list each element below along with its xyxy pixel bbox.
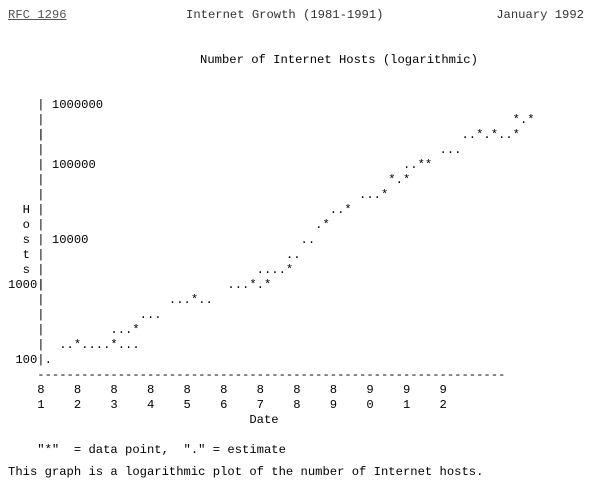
page-header: RFC 1296 Internet Growth (1981-1991) Jan…	[8, 8, 584, 23]
graph-line: | 100000 ..**	[8, 158, 433, 172]
graph-line: | *.*	[8, 173, 411, 187]
graph-line: s | 10000 ..	[8, 233, 316, 247]
graph-line: s | ....*	[8, 263, 294, 277]
graph-caption: This graph is a logarithmic plot of the …	[8, 465, 484, 479]
graph-line: | *.*	[8, 113, 535, 127]
x-tick-labels-top: 8 8 8 8 8 8 8 8 8 9 9 9	[8, 383, 447, 397]
graph-title: Number of Internet Hosts (logarithmic)	[200, 53, 478, 67]
x-axis-line: ----------------------------------------…	[8, 368, 506, 382]
graph-line: | ...	[8, 143, 462, 157]
graph-line: 1000|	[8, 278, 45, 292]
graph-line: t | ..	[8, 248, 301, 262]
graph-line: | ...*.*	[8, 278, 272, 292]
graph-line: | ...*	[8, 188, 389, 202]
graph-line: | ...*..	[8, 293, 213, 307]
graph-line: H | ..*	[8, 203, 352, 217]
header-title: Internet Growth (1981-1991)	[186, 8, 384, 22]
graph-line: 100|.	[8, 353, 52, 367]
rfc-link[interactable]: RFC 1296	[8, 8, 67, 22]
graph-line: | 1000000	[8, 98, 104, 112]
x-axis-label: Date	[8, 413, 279, 427]
graph-line: | ..*.*..*	[8, 128, 520, 142]
graph-line: o | .*	[8, 218, 330, 232]
graph-line: | ..*....*...	[8, 338, 140, 352]
x-tick-labels-bottom: 1 2 3 4 5 6 7 8 9 0 1 2	[8, 398, 447, 412]
graph-line: | ...*	[8, 323, 140, 337]
graph-line: | ...	[8, 308, 162, 322]
graph-line: |	[8, 128, 45, 142]
header-date: January 1992	[496, 8, 584, 22]
graph-legend: "*" = data point, "." = estimate	[8, 443, 286, 457]
